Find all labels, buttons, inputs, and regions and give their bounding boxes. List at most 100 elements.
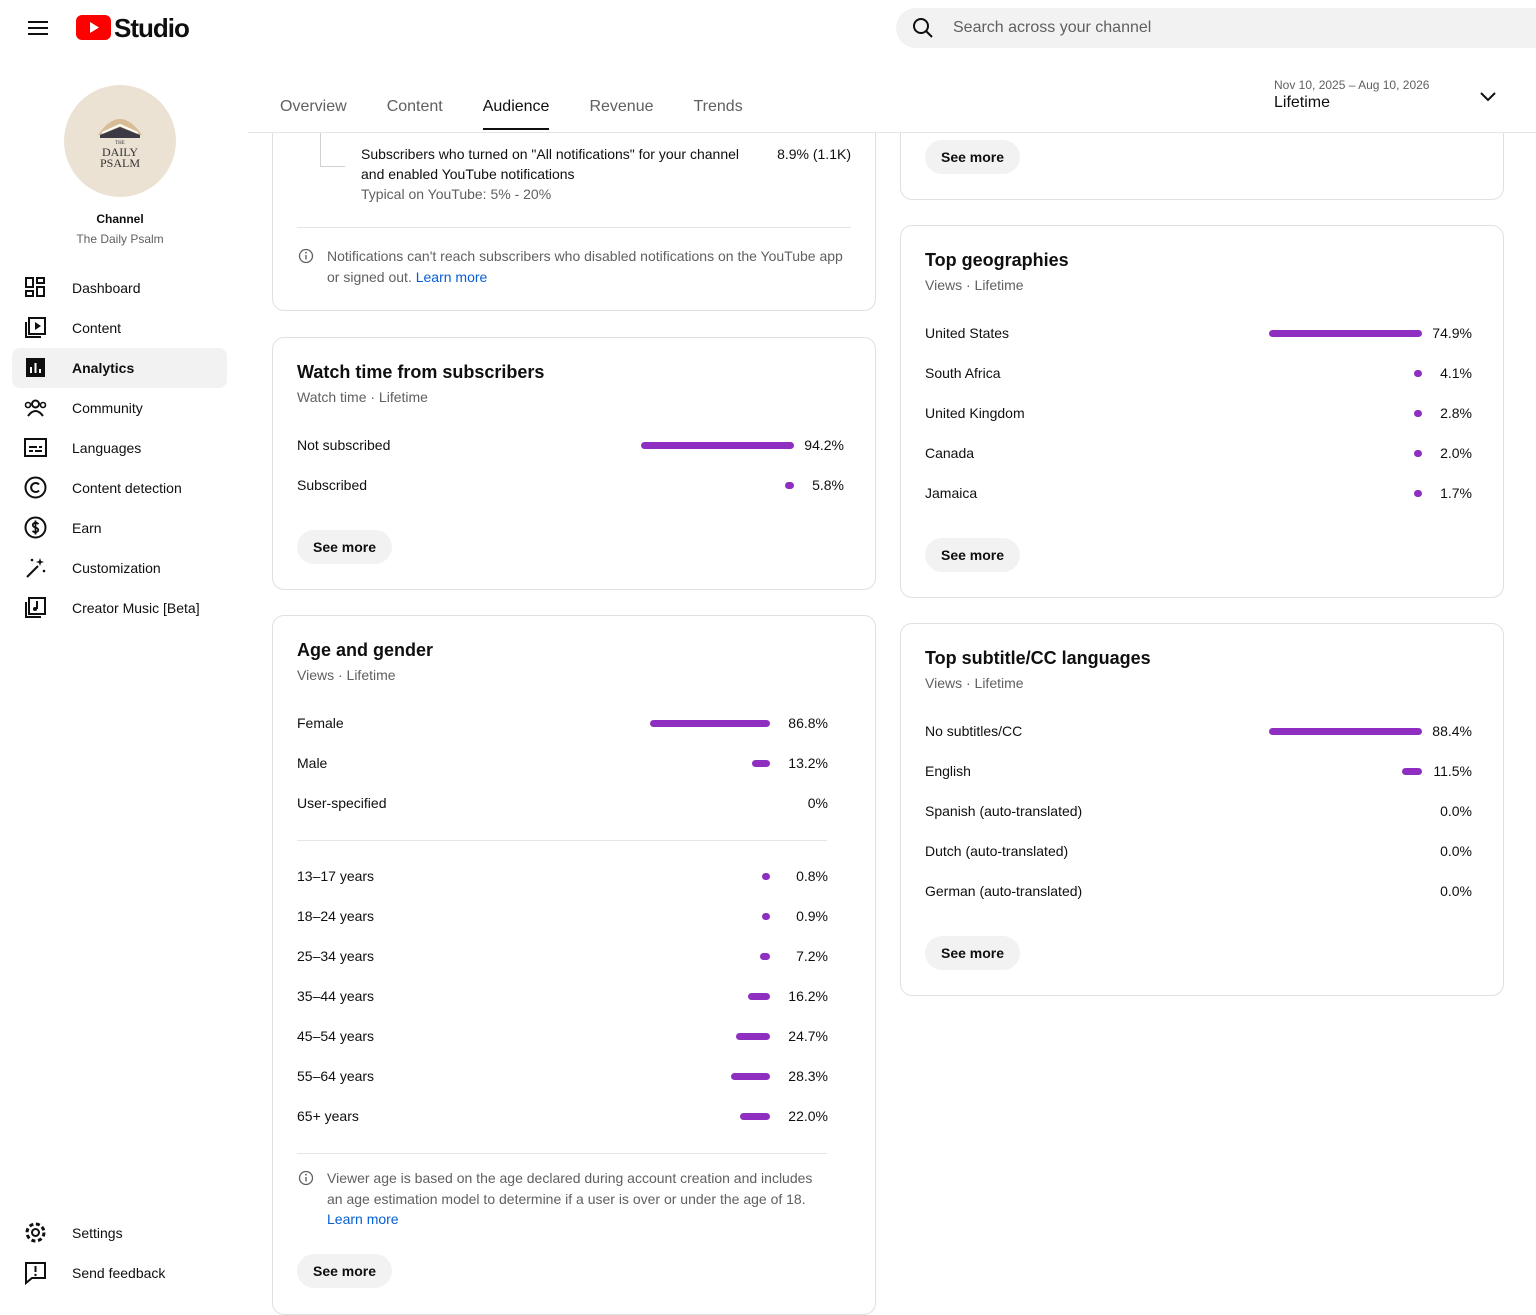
row-value: 2.8% (1440, 405, 1472, 421)
row-label: United States (925, 325, 1010, 341)
bar (747, 992, 770, 1000)
channel-name: The Daily Psalm (76, 232, 164, 246)
bar (641, 441, 794, 449)
nav-icon (25, 277, 45, 297)
bar (1414, 449, 1422, 457)
see-more-button[interactable]: See more (925, 538, 1021, 572)
nav-label: Earn (72, 520, 102, 536)
bar (760, 952, 770, 960)
see-more-button[interactable]: See more (297, 1254, 393, 1288)
menu-icon[interactable] (28, 19, 48, 37)
nav-icon (25, 317, 46, 338)
tab[interactable]: Revenue (589, 98, 654, 115)
nav-label: Dashboard (72, 280, 141, 296)
bar (784, 481, 794, 489)
row-value: 2.0% (1440, 445, 1472, 461)
avatar-text: THE DAILY PSALM (64, 141, 176, 169)
row-value: 11.5% (1433, 763, 1472, 779)
bar (1414, 489, 1422, 497)
nav-icon (25, 597, 46, 618)
notification-label: Subscribers who turned on "All notificat… (361, 146, 740, 162)
youtube-logo[interactable] (76, 15, 112, 40)
bar (1413, 369, 1422, 377)
note-text: Viewer age is based on the age declared … (327, 1170, 813, 1207)
notification-typical: Typical on YouTube: 5% - 20% (361, 186, 552, 202)
bar (1402, 767, 1422, 775)
nav-item[interactable]: Analytics (12, 348, 227, 388)
card: Top geographies Views · Lifetime United St… (900, 225, 1504, 598)
row-value: 0.0% (1440, 803, 1472, 819)
row-label: 65+ years (297, 1108, 359, 1124)
card-subtitle: Views · Lifetime (925, 277, 1024, 293)
nav-icon (26, 358, 45, 377)
bar (650, 719, 770, 727)
bar (751, 759, 770, 767)
info-icon (298, 1170, 314, 1186)
nav-item[interactable]: Creator Music [Beta] (12, 588, 227, 628)
see-more-button[interactable]: See more (925, 936, 1021, 970)
nav-item[interactable]: Earn (12, 508, 227, 548)
search-box[interactable]: Search across your channel (896, 8, 1536, 48)
learn-more-link[interactable]: Learn more (415, 269, 488, 285)
tab[interactable]: Trends (693, 98, 743, 115)
see-more-button[interactable]: See more (925, 140, 1021, 174)
tab[interactable]: Content (386, 98, 443, 115)
nav-item[interactable]: Dashboard (12, 268, 227, 308)
row-value: 1.7% (1440, 485, 1472, 501)
row-label: United Kingdom (925, 405, 1025, 421)
dropdown-icon[interactable] (1478, 89, 1498, 105)
row-label: English (925, 763, 971, 779)
learn-more-link[interactable]: Learn more (327, 1211, 399, 1227)
nav-label: Analytics (72, 360, 135, 376)
nav-label: Send feedback (72, 1265, 166, 1281)
nav-item[interactable]: Community (12, 388, 227, 428)
nav-item[interactable]: Customization (12, 548, 227, 588)
avatar-art (98, 119, 142, 138)
row-value: 0.8% (796, 868, 828, 884)
date-period[interactable]: Lifetime (1274, 94, 1331, 111)
nav-item[interactable]: Send feedback (12, 1253, 227, 1293)
nav-icon (24, 438, 47, 457)
divider (297, 840, 827, 841)
row-value: 74.9% (1432, 325, 1472, 341)
row-label: Jamaica (925, 485, 978, 501)
nav-label: Customization (72, 560, 161, 576)
card-subtitle: Views · Lifetime (925, 675, 1024, 691)
divider (297, 227, 851, 228)
tab[interactable]: Audience (482, 97, 550, 130)
row-value: 28.3% (788, 1068, 828, 1084)
nav-icon (25, 1262, 46, 1285)
row-value: 22.0% (788, 1108, 828, 1124)
row-value: 24.7% (788, 1028, 828, 1044)
nav-item[interactable]: Settings (12, 1213, 227, 1253)
nav-label: Community (72, 400, 143, 416)
row-label: Subscribed (297, 477, 368, 493)
row-label: 25–34 years (297, 948, 375, 964)
tab[interactable]: Overview (280, 98, 347, 115)
row-value: 5.8% (812, 477, 844, 493)
nav-label: Languages (72, 440, 142, 456)
row-label: German (auto-translated) (925, 883, 1083, 899)
nav-icon (25, 1222, 46, 1243)
tabs: Overview Content Audience Revenue Trends (280, 97, 743, 130)
nav-item[interactable]: Content detection (12, 468, 227, 508)
card-title: Top subtitle/CC languages (925, 648, 1151, 668)
nav-icon (24, 476, 47, 499)
row-label: Female (297, 715, 344, 731)
row-value: 4.1% (1440, 365, 1472, 381)
top-bar: Search across your channel Overview Conte… (248, 0, 1536, 133)
see-more-button[interactable]: See more (297, 530, 393, 564)
nav-item[interactable]: Content (12, 308, 227, 348)
channel-avatar[interactable]: THE DAILY PSALM (64, 85, 176, 197)
bar (762, 872, 770, 880)
row-label: 35–44 years (297, 988, 375, 1004)
row-label: 45–54 years (297, 1028, 375, 1044)
sidebar: Studio THE DAILY PSALM Channel The Daily P… (0, 0, 248, 1288)
card: Top subtitle/CC languages Views · Lifetim… (900, 623, 1504, 996)
nav-item[interactable]: Languages (12, 428, 227, 468)
row-label: User-specified (297, 795, 387, 811)
row-value: 0.0% (1440, 843, 1472, 859)
row-label: Male (297, 755, 328, 771)
row-value: 13.2% (788, 755, 828, 771)
